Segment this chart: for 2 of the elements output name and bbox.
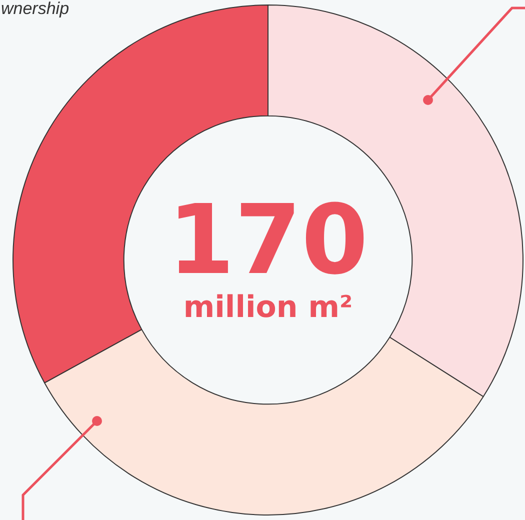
chart-title: wnership (1, 0, 70, 19)
text: million m² (182, 290, 354, 326)
